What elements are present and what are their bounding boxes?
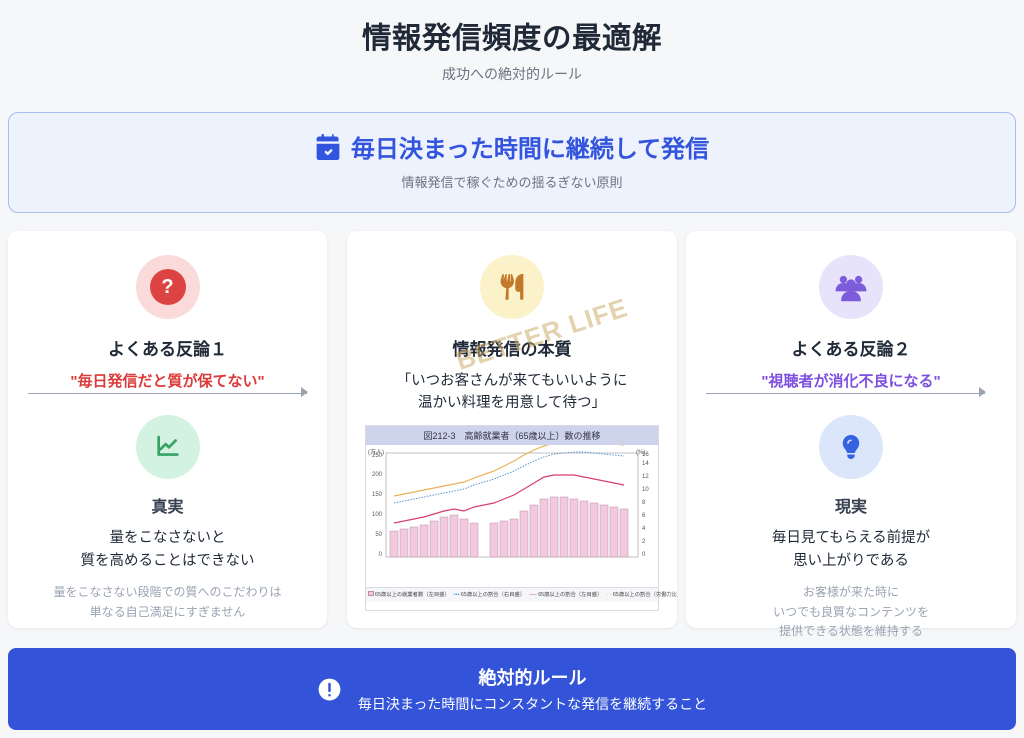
svg-text:0: 0 xyxy=(642,552,646,558)
svg-text:6: 6 xyxy=(642,513,646,519)
svg-text:250: 250 xyxy=(372,453,383,459)
svg-text:0: 0 xyxy=(379,552,383,558)
svg-text:10: 10 xyxy=(642,487,649,493)
svg-text:14: 14 xyxy=(642,461,649,467)
svg-text:50: 50 xyxy=(375,532,382,538)
svg-text:12: 12 xyxy=(642,474,649,480)
svg-text:4: 4 xyxy=(642,526,646,532)
svg-text:2: 2 xyxy=(642,539,646,545)
svg-text:16: 16 xyxy=(642,452,649,458)
svg-text:150: 150 xyxy=(372,492,383,498)
svg-text:200: 200 xyxy=(372,472,383,478)
svg-text:100: 100 xyxy=(372,512,383,518)
svg-text:8: 8 xyxy=(642,500,646,506)
